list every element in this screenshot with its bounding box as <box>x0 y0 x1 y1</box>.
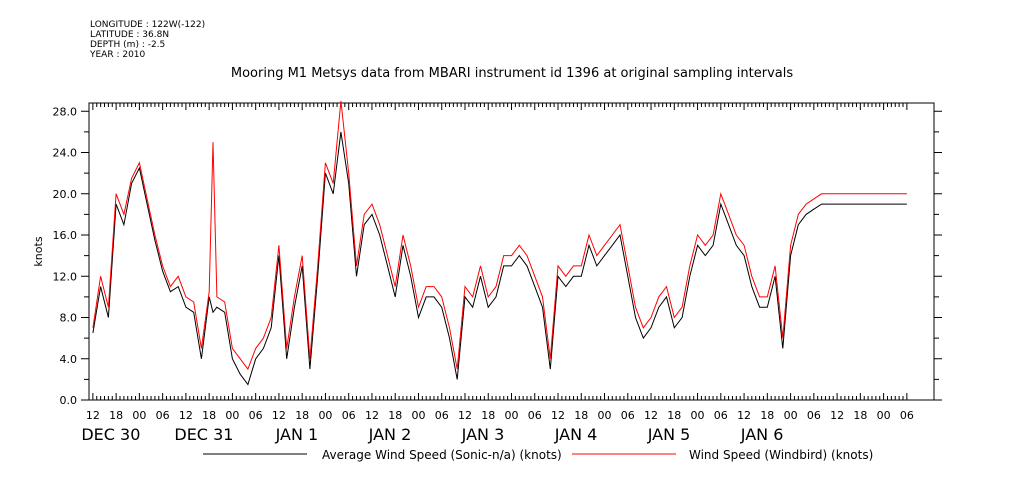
x-tick-label: 18 <box>574 409 588 422</box>
x-tick-label: 06 <box>342 409 356 422</box>
meta-year: YEAR : 2010 <box>90 50 146 60</box>
meta-depth: DEPTH (m) : -2.5 <box>90 40 166 50</box>
x-day-label: JAN 2 <box>368 425 412 444</box>
x-day-label: JAN 6 <box>740 425 784 444</box>
x-tick-label: 00 <box>877 409 891 422</box>
x-tick-label: 06 <box>156 409 170 422</box>
x-tick-label: 12 <box>830 409 844 422</box>
y-tick-label: 24.0 <box>53 147 78 160</box>
x-tick-label: 06 <box>900 409 914 422</box>
legend-label-windbird: Wind Speed (Windbird) (knots) <box>689 448 873 462</box>
x-tick-label: 06 <box>435 409 449 422</box>
x-tick-label: 06 <box>621 409 635 422</box>
x-tick-label: 00 <box>505 409 519 422</box>
x-tick-label: 12 <box>365 409 379 422</box>
x-tick-label: 12 <box>458 409 472 422</box>
x-tick-label: 06 <box>807 409 821 422</box>
series-line-windbird <box>92 100 907 371</box>
x-day-label: JAN 3 <box>461 425 505 444</box>
x-tick-label: 00 <box>691 409 705 422</box>
y-tick-label: 4.0 <box>60 353 78 366</box>
x-tick-label: 12 <box>86 409 100 422</box>
legend-label-sonic: Average Wind Speed (Sonic-n/a) (knots) <box>322 448 562 462</box>
x-tick-label: 06 <box>249 409 263 422</box>
x-tick-label: 12 <box>737 409 751 422</box>
x-day-label: JAN 5 <box>647 425 691 444</box>
x-tick-label: 18 <box>667 409 681 422</box>
x-tick-label: 00 <box>132 409 146 422</box>
meta-longitude: LONGITUDE : 122W(-122) <box>90 20 206 30</box>
y-tick-label: 8.0 <box>60 312 78 325</box>
x-tick-label: 06 <box>714 409 728 422</box>
metadata-block: LONGITUDE : 122W(-122) LATITUDE : 36.8N … <box>90 20 205 60</box>
y-tick-label: 20.0 <box>53 188 78 201</box>
x-tick-label: 00 <box>411 409 425 422</box>
x-tick-label: 18 <box>388 409 402 422</box>
x-tick-label: 00 <box>318 409 332 422</box>
y-tick-label: 0.0 <box>60 394 78 407</box>
x-tick-label: 12 <box>272 409 286 422</box>
x-tick-label: 12 <box>551 409 565 422</box>
y-tick-label: 16.0 <box>53 229 78 242</box>
x-tick-label: 00 <box>784 409 798 422</box>
x-tick-label: 00 <box>225 409 239 422</box>
x-tick-label: 12 <box>644 409 658 422</box>
x-day-label: DEC 30 <box>81 425 140 444</box>
x-day-label: DEC 31 <box>174 425 233 444</box>
x-tick-label: 18 <box>202 409 216 422</box>
chart-title: Mooring M1 Metsys data from MBARI instru… <box>230 66 794 81</box>
meta-latitude: LATITUDE : 36.8N <box>90 30 170 40</box>
y-tick-label: 28.0 <box>53 105 78 118</box>
y-axis-label: knots <box>32 236 45 266</box>
x-tick-label: 18 <box>295 409 309 422</box>
x-tick-label: 18 <box>481 409 495 422</box>
y-tick-label: 12.0 <box>53 270 78 283</box>
series-line-sonic <box>92 131 907 386</box>
x-day-label: JAN 1 <box>275 425 319 444</box>
x-day-label: JAN 4 <box>554 425 598 444</box>
x-tick-label: 18 <box>853 409 867 422</box>
x-tick-label: 18 <box>109 409 123 422</box>
x-tick-label: 18 <box>760 409 774 422</box>
x-tick-label: 00 <box>598 409 612 422</box>
x-tick-label: 12 <box>179 409 193 422</box>
x-tick-label: 06 <box>528 409 542 422</box>
